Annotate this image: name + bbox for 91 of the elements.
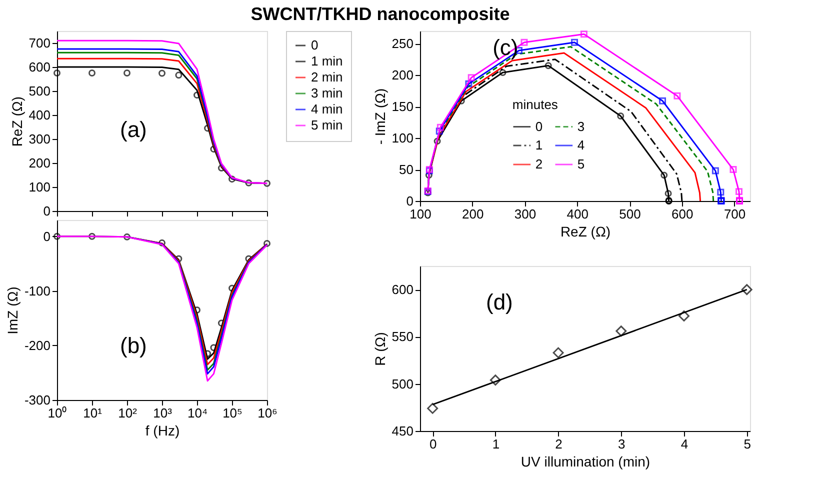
point xyxy=(544,62,552,70)
y-tick-label: 700 xyxy=(28,36,50,50)
y-tick-label: 300 xyxy=(28,132,50,146)
point xyxy=(571,38,578,46)
x-tick-label: 10⁴ xyxy=(187,406,208,420)
x-tick-label: 5 xyxy=(744,436,751,452)
y-tick-label: 0 xyxy=(43,228,50,244)
y-tick-label: 250 xyxy=(392,36,414,52)
y-axis-title: ImZ (Ω) xyxy=(4,286,20,334)
legend-label: 2 xyxy=(535,156,543,172)
x-axis-title: f (Hz) xyxy=(145,422,180,438)
y-tick-label: 200 xyxy=(392,68,414,83)
point xyxy=(617,112,624,120)
point xyxy=(616,326,627,337)
legend-label: 2 min xyxy=(311,70,343,84)
legend-title: minutes xyxy=(512,97,558,112)
x-tick-label: 100 xyxy=(410,206,432,222)
legend-label: 4 xyxy=(577,138,585,152)
point xyxy=(436,124,444,131)
x-tick-label: 2 xyxy=(555,436,562,452)
legend-label: 5 min xyxy=(311,118,343,132)
x-tick-label: 500 xyxy=(619,206,641,222)
x-tick-label: 600 xyxy=(672,206,694,222)
point xyxy=(660,172,668,179)
legend-label: 3 xyxy=(577,118,585,134)
x-tick-label: 1 xyxy=(492,436,500,452)
x-tick-label: 4 xyxy=(680,436,688,452)
point xyxy=(580,30,588,38)
y-tick-label: 100 xyxy=(392,130,414,146)
point xyxy=(736,188,742,196)
y-tick-label: 200 xyxy=(28,156,50,170)
x-tick-label: 700 xyxy=(724,206,746,222)
point xyxy=(741,284,752,296)
point xyxy=(552,347,564,358)
point xyxy=(717,188,724,196)
x-tick-label: 0 xyxy=(429,436,437,452)
y-tick-label: 150 xyxy=(392,99,414,114)
y-tick-label: 500 xyxy=(28,84,50,98)
legend-label: 5 xyxy=(577,156,585,172)
point xyxy=(712,167,719,174)
point xyxy=(427,402,438,414)
y-tick-label: 600 xyxy=(392,282,414,298)
y-tick-label: -300 xyxy=(24,392,50,408)
x-axis-title: ReZ (Ω) xyxy=(560,224,611,240)
legend-label: 1 min xyxy=(311,54,343,68)
point xyxy=(434,138,441,145)
y-tick-label: 0 xyxy=(406,194,414,208)
point xyxy=(490,374,501,386)
x-tick-label: 10⁰ xyxy=(48,406,68,420)
point xyxy=(674,92,681,100)
x-tick-label: 400 xyxy=(566,206,588,222)
point xyxy=(465,80,472,88)
annotation: (a) xyxy=(120,117,147,142)
y-tick-label: 100 xyxy=(28,180,50,194)
point xyxy=(468,74,475,82)
point xyxy=(659,97,666,104)
y-tick-label: -200 xyxy=(24,338,50,353)
y-tick-label: 600 xyxy=(28,60,50,74)
x-tick-label: 10¹ xyxy=(83,406,103,420)
point xyxy=(436,128,443,135)
legend-label: 0 xyxy=(535,118,543,134)
x-tick-label: 200 xyxy=(462,206,484,222)
x-tick-label: 10³ xyxy=(153,406,173,420)
y-tick-label: 500 xyxy=(392,376,414,392)
point xyxy=(499,69,506,76)
y-tick-label: 450 xyxy=(392,424,414,438)
y-tick-label: 400 xyxy=(28,108,50,122)
y-tick-label: -100 xyxy=(24,283,50,298)
point xyxy=(678,310,690,322)
x-tick-label: 300 xyxy=(514,206,536,222)
x-tick-label: 10⁶ xyxy=(258,406,278,420)
y-axis-title: R (Ω) xyxy=(372,332,388,366)
point xyxy=(520,38,528,46)
point xyxy=(730,166,737,174)
legend-label: 0 xyxy=(311,38,318,52)
annotation: (b) xyxy=(120,333,147,358)
annotation: (d) xyxy=(486,289,513,314)
x-axis-title: UV illumination (min) xyxy=(520,454,650,470)
y-tick-label: 50 xyxy=(399,162,414,178)
annotation: (c) xyxy=(492,35,518,60)
point xyxy=(664,190,672,197)
y-axis-title: - ImZ (Ω) xyxy=(372,88,388,145)
x-tick-label: 10² xyxy=(118,406,138,420)
legend-label: 3 min xyxy=(311,86,343,100)
x-tick-label: 3 xyxy=(618,436,626,452)
legend-label: 4 min xyxy=(311,102,343,116)
text: SWCNT/TKHD nanocomposite xyxy=(250,4,510,24)
legend-label: 1 xyxy=(535,138,543,152)
y-axis-title: ReZ (Ω) xyxy=(8,96,25,147)
x-tick-label: 10⁵ xyxy=(222,406,242,420)
y-tick-label: 550 xyxy=(392,329,414,344)
